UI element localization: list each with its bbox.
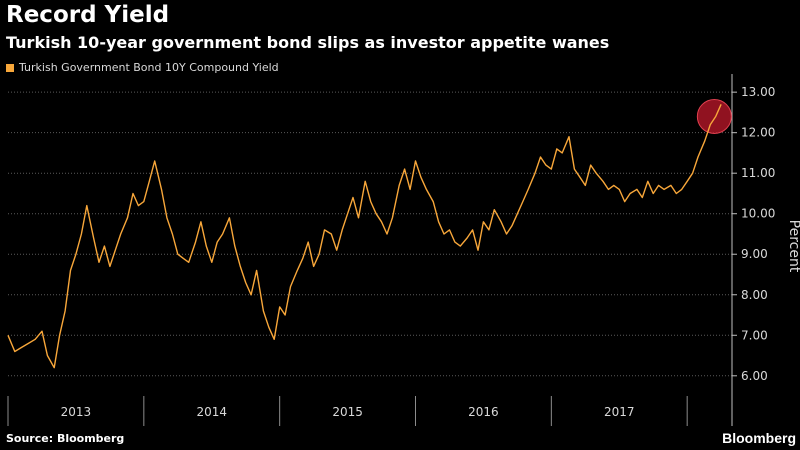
y-tick-label: 7.00: [741, 328, 768, 342]
chart-title: Record Yield: [6, 2, 170, 28]
source-note: Source: Bloomberg: [6, 432, 125, 445]
legend: Turkish Government Bond 10Y Compound Yie…: [6, 61, 279, 74]
y-tick-label: 6.00: [741, 369, 768, 383]
x-tick-label: 2016: [468, 405, 499, 419]
x-tick-label: 2013: [61, 405, 92, 419]
x-tick-label: 2015: [332, 405, 363, 419]
chart-subtitle: Turkish 10-year government bond slips as…: [6, 33, 610, 52]
legend-label: Turkish Government Bond 10Y Compound Yie…: [19, 61, 279, 74]
yield-series-line: [7, 104, 722, 369]
legend-swatch: [6, 63, 14, 72]
bloomberg-logo: Bloomberg: [722, 430, 796, 446]
record-highlight-circle: [696, 98, 732, 134]
y-tick-label: 8.00: [741, 288, 768, 302]
y-tick-label: 9.00: [741, 247, 768, 261]
x-tick-label: 2017: [604, 405, 635, 419]
y-tick-label: 10.00: [741, 207, 775, 221]
x-tick-label: 2014: [196, 405, 227, 419]
y-tick-label: 11.00: [741, 166, 775, 180]
y-tick-label: 13.00: [741, 85, 775, 99]
y-axis-label: Percent: [786, 220, 800, 273]
y-tick-label: 12.00: [741, 126, 775, 140]
